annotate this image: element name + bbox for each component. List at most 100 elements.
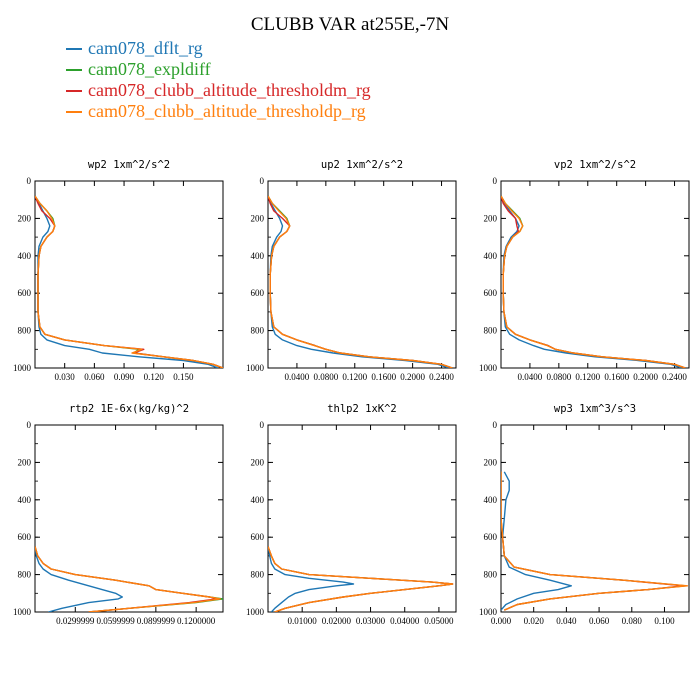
subplot-title: wp3 1xm^3/s^3 (554, 403, 636, 415)
y-tick-label: 0 (260, 420, 265, 430)
series-line (268, 546, 454, 612)
legend-label: cam078_clubb_altitude_thresholdm_rg (88, 80, 371, 100)
y-tick-label: 1000 (246, 607, 265, 617)
y-tick-label: 200 (484, 457, 498, 467)
x-tick-label: 0.2400 (429, 372, 454, 382)
subplot-title: vp2 1xm^2/s^2 (554, 159, 636, 171)
series-line (501, 195, 686, 368)
y-tick-label: 600 (18, 288, 32, 298)
series-line (268, 195, 453, 368)
subplot-title: rtp2 1E-6x(kg/kg)^2 (69, 403, 189, 415)
x-tick-label: 0.04000 (390, 616, 420, 626)
subplot: wp2 1xm^2/s^2 0 200 400 600 800 1000 0.030 0.060… (13, 159, 224, 382)
x-tick-label: 0.000 (491, 616, 512, 626)
series-line (268, 195, 453, 368)
series-line (268, 195, 450, 368)
y-tick-label: 800 (251, 326, 265, 336)
x-tick-label: 0.120 (144, 372, 165, 382)
series-line (501, 195, 683, 368)
y-tick-label: 600 (18, 532, 32, 542)
x-tick-label: 0.150 (173, 372, 194, 382)
x-tick-label: 0.03000 (356, 616, 386, 626)
x-tick-label: 0.0599999 (96, 616, 135, 626)
series-line (35, 195, 219, 368)
series-line (268, 546, 355, 612)
figure-title: CLUBB VAR at255E,-7N (250, 14, 450, 35)
y-tick-label: 400 (18, 251, 32, 261)
y-tick-label: 400 (484, 251, 498, 261)
x-tick-label: 0.0299999 (56, 616, 95, 626)
series-line (268, 546, 454, 612)
series-line (268, 546, 454, 612)
y-tick-label: 800 (18, 570, 32, 580)
y-tick-label: 200 (251, 213, 265, 223)
y-tick-label: 800 (484, 326, 498, 336)
x-tick-label: 0.02000 (322, 616, 352, 626)
y-tick-label: 0 (27, 176, 32, 186)
subplot: up2 1xm^2/s^2 0 200 400 600 800 1000 0.0400 0.08… (246, 159, 457, 382)
y-tick-label: 0 (493, 176, 498, 186)
legend-swatch (66, 47, 82, 50)
subplot: thlp2 1xK^2 0 200 400 600 800 1000 0.01000 0.020… (246, 403, 457, 626)
y-tick-label: 200 (18, 213, 32, 223)
x-tick-label: 0.0400 (518, 372, 543, 382)
series-line (501, 471, 572, 611)
x-tick-label: 0.1200 (575, 372, 600, 382)
series-line (35, 546, 222, 612)
series-line (501, 195, 686, 368)
x-tick-label: 0.090 (114, 372, 135, 382)
y-tick-label: 800 (484, 570, 498, 580)
y-tick-label: 600 (251, 532, 265, 542)
x-tick-label: 0.040 (556, 616, 577, 626)
legend-label: cam078_clubb_altitude_thresholdp_rg (88, 101, 366, 121)
legend-swatch (66, 110, 82, 113)
x-tick-label: 0.2400 (662, 372, 687, 382)
y-tick-label: 200 (251, 457, 265, 467)
series-line (35, 195, 223, 368)
x-tick-label: 0.0899999 (137, 616, 176, 626)
y-tick-label: 600 (251, 288, 265, 298)
legend-swatch (66, 68, 82, 71)
subplot: rtp2 1E-6x(kg/kg)^2 0 200 400 600 800 1000 0.02… (13, 403, 224, 626)
y-tick-label: 600 (484, 288, 498, 298)
x-tick-label: 0.080 (622, 616, 643, 626)
y-tick-label: 0 (493, 420, 498, 430)
x-tick-label: 0.0400 (285, 372, 310, 382)
x-tick-label: 0.1600 (371, 372, 396, 382)
subplot-title: wp2 1xm^2/s^2 (88, 159, 170, 171)
legend-entry: cam078_dflt_rg (66, 38, 371, 59)
series-line (35, 546, 124, 612)
series-line (35, 195, 223, 368)
y-tick-label: 1000 (479, 363, 498, 373)
x-tick-label: 0.0800 (313, 372, 338, 382)
x-tick-label: 0.05000 (424, 616, 454, 626)
subplot: vp2 1xm^2/s^2 0 200 400 600 800 1000 0.0400 0.08… (479, 159, 690, 382)
plot-frame (267, 424, 457, 613)
x-tick-label: 0.100 (654, 616, 675, 626)
y-tick-label: 800 (18, 326, 32, 336)
legend: cam078_dflt_rg cam078_expldiff cam078_club… (66, 38, 371, 122)
x-tick-label: 0.1200000 (177, 616, 216, 626)
subplot-title: thlp2 1xK^2 (327, 403, 397, 415)
legend-entry: cam078_clubb_altitude_thresholdp_rg (66, 101, 371, 122)
series-line (501, 471, 689, 611)
series-line (35, 195, 223, 368)
x-tick-label: 0.030 (55, 372, 76, 382)
y-tick-label: 1000 (479, 607, 498, 617)
y-tick-label: 400 (18, 495, 32, 505)
y-tick-label: 400 (251, 495, 265, 505)
y-tick-label: 1000 (13, 363, 32, 373)
y-tick-label: 200 (484, 213, 498, 223)
x-tick-label: 0.01000 (288, 616, 318, 626)
series-line (501, 471, 687, 611)
y-tick-label: 800 (251, 570, 265, 580)
y-tick-label: 1000 (13, 607, 32, 617)
x-tick-label: 0.1200 (342, 372, 367, 382)
legend-entry: cam078_expldiff (66, 59, 371, 80)
series-line (35, 546, 218, 612)
series-line (268, 195, 453, 368)
y-tick-label: 1000 (246, 363, 265, 373)
